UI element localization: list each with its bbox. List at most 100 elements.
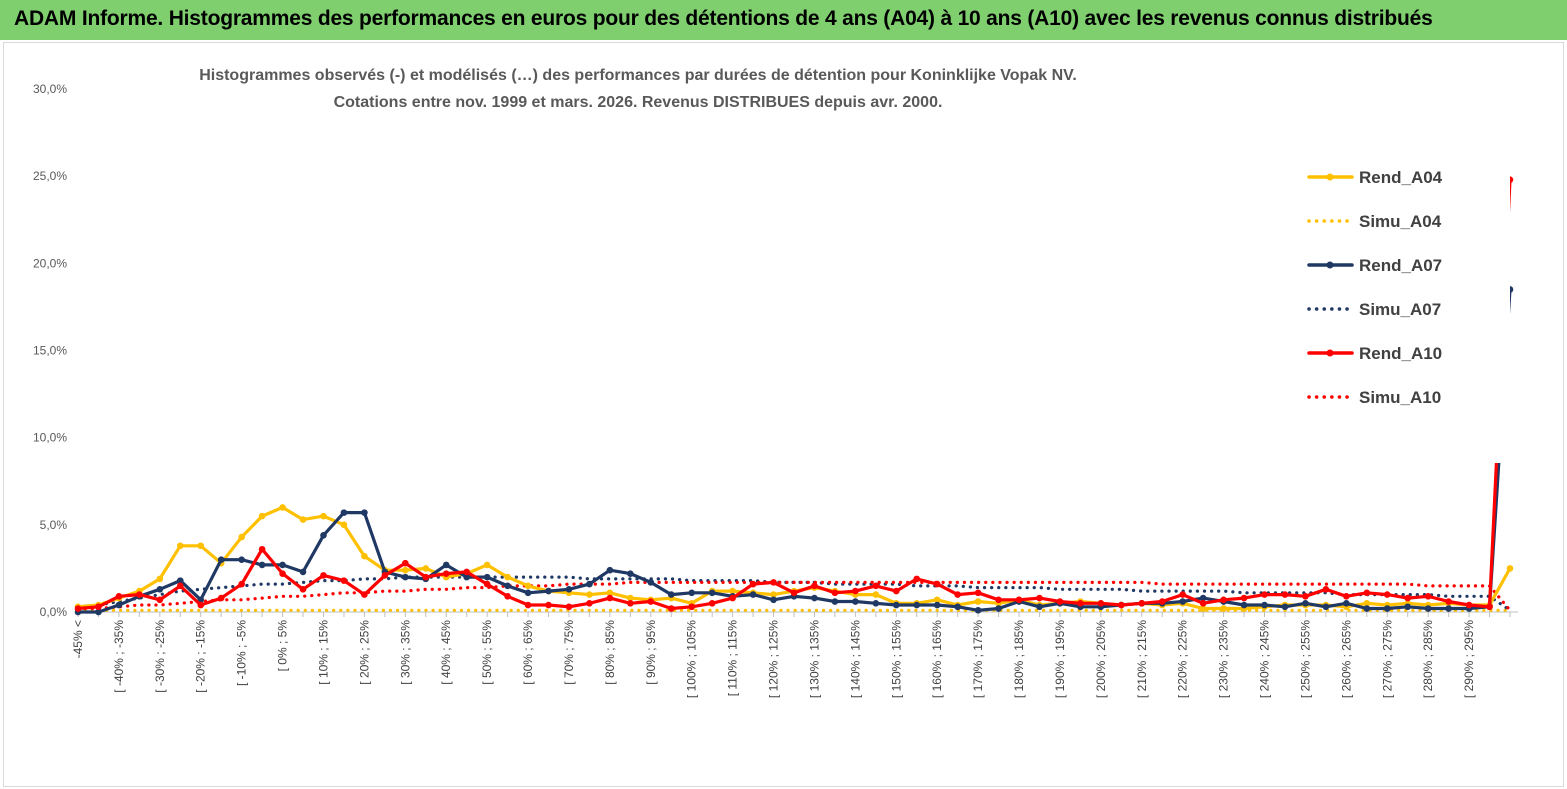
x-tick-label: [ 260% ; 265% <box>1339 620 1353 698</box>
y-tick-label: 20,0% <box>33 256 67 270</box>
legend-label-simu-a07: Simu_A07 <box>1359 300 1441 319</box>
x-tick-label: [ 240% ; 245% <box>1258 620 1272 698</box>
data-point-rend-a10 <box>586 600 593 607</box>
x-tick-label: [ 70% ; 75% <box>562 620 576 685</box>
data-point-rend-a07 <box>586 581 593 588</box>
data-point-rend-a10 <box>791 590 798 597</box>
legend-label-simu-a04: Simu_A04 <box>1359 212 1442 231</box>
x-tick-label: [ -20% ; -15% <box>194 620 208 693</box>
data-point-rend-a10 <box>668 605 675 612</box>
legend-marker-rend-a07 <box>1327 262 1334 269</box>
data-point-rend-a07 <box>1282 603 1289 610</box>
y-axis: 0,0% 5,0% 10,0% 15,0% 20,0% 25,0% 30,0% <box>33 82 67 619</box>
series-line-rend-a07 <box>78 290 1510 613</box>
data-point-rend-a04 <box>300 516 307 523</box>
data-point-rend-a10 <box>157 596 164 603</box>
x-tick-label: [ 120% ; 125% <box>767 620 781 698</box>
data-point-rend-a04 <box>157 576 164 583</box>
data-point-rend-a10 <box>443 570 450 577</box>
data-point-rend-a10 <box>1200 600 1207 607</box>
data-point-rend-a07 <box>1261 602 1268 609</box>
data-point-rend-a10 <box>873 583 880 590</box>
x-tick-label: [ 190% ; 195% <box>1053 620 1067 698</box>
data-point-rend-a10 <box>463 569 470 576</box>
chart-legend: Rend_A04 Simu_A04 Rend_A07 Simu_A07 Rend_A10… <box>1298 157 1510 463</box>
data-point-rend-a10 <box>1466 602 1473 609</box>
data-point-rend-a07 <box>975 607 982 614</box>
data-point-rend-a10 <box>975 590 982 597</box>
data-point-rend-a10 <box>259 546 266 553</box>
data-point-rend-a07 <box>995 605 1002 612</box>
legend-marker-rend-a10 <box>1327 350 1334 357</box>
legend-marker-rend-a04 <box>1327 174 1334 181</box>
data-point-rend-a10 <box>484 581 491 588</box>
y-tick-label: 15,0% <box>33 344 67 358</box>
data-point-rend-a10 <box>95 603 102 610</box>
data-point-rend-a10 <box>197 602 204 609</box>
y-tick-label: 25,0% <box>33 169 67 183</box>
data-point-rend-a07 <box>1323 603 1330 610</box>
data-point-rend-a10 <box>1486 603 1493 610</box>
data-point-rend-a10 <box>688 603 695 610</box>
data-point-rend-a04 <box>361 553 368 560</box>
data-point-rend-a10 <box>1282 591 1289 598</box>
plot-area <box>75 176 1514 615</box>
x-tick-label: [ 50% ; 55% <box>480 620 494 685</box>
x-axis: -45% < [ -40% ; -35% [ -30% ; -25% [ -20% ;… <box>71 612 1518 698</box>
data-point-rend-a07 <box>218 556 225 563</box>
data-point-rend-a07 <box>1241 602 1248 609</box>
data-point-rend-a04 <box>873 591 880 598</box>
chart-frame: 0,0% 5,0% 10,0% 15,0% 20,0% 25,0% 30,0% -45% <… <box>3 42 1564 787</box>
y-tick-label: 10,0% <box>33 431 67 445</box>
x-tick-label: [ 200% ; 205% <box>1094 620 1108 698</box>
x-tick-label: [ 230% ; 235% <box>1217 620 1231 698</box>
data-point-rend-a10 <box>1179 591 1186 598</box>
data-point-rend-a10 <box>1220 596 1227 603</box>
data-point-rend-a07 <box>300 569 307 576</box>
data-point-rend-a10 <box>361 591 368 598</box>
data-point-rend-a04 <box>177 542 184 549</box>
data-point-rend-a04 <box>484 562 491 569</box>
data-point-rend-a10 <box>1057 598 1064 605</box>
data-point-rend-a10 <box>607 595 614 602</box>
x-tick-label: [ 160% ; 165% <box>930 620 944 698</box>
data-point-rend-a07 <box>873 600 880 607</box>
data-point-rend-a10 <box>1261 591 1268 598</box>
data-point-rend-a07 <box>1179 598 1186 605</box>
data-point-rend-a07 <box>770 596 777 603</box>
data-point-rend-a10 <box>770 579 777 586</box>
data-point-rend-a07 <box>525 590 532 597</box>
chart-title: Histogrammes observés (-) et modélisés (… <box>199 67 1077 84</box>
y-tick-label: 0,0% <box>40 605 68 619</box>
data-point-rend-a07 <box>259 562 266 569</box>
data-point-rend-a10 <box>709 600 716 607</box>
data-point-rend-a10 <box>1138 600 1145 607</box>
data-point-rend-a10 <box>422 574 429 581</box>
data-point-rend-a07 <box>1425 605 1432 612</box>
x-tick-label: [ 20% ; 25% <box>357 620 371 685</box>
x-tick-label: [ 220% ; 225% <box>1176 620 1190 698</box>
data-point-rend-a10 <box>1384 591 1391 598</box>
data-point-rend-a10 <box>504 593 511 600</box>
data-point-rend-a07 <box>913 602 920 609</box>
data-point-rend-a10 <box>116 593 123 600</box>
data-point-rend-a07 <box>1302 600 1309 607</box>
y-tick-label: 5,0% <box>40 518 68 532</box>
data-point-rend-a04 <box>197 542 204 549</box>
data-point-rend-a07 <box>238 556 245 563</box>
x-tick-label: [ 80% ; 85% <box>603 620 617 685</box>
data-point-rend-a04 <box>422 565 429 572</box>
data-point-rend-a10 <box>1036 595 1043 602</box>
data-point-rend-a10 <box>852 588 859 595</box>
data-point-rend-a07 <box>566 586 573 593</box>
data-point-rend-a10 <box>954 591 961 598</box>
data-point-rend-a04 <box>238 534 245 541</box>
data-point-rend-a07 <box>1384 605 1391 612</box>
data-point-rend-a10 <box>750 581 757 588</box>
x-tick-label: [ 60% ; 65% <box>521 620 535 685</box>
data-point-rend-a07 <box>1364 605 1371 612</box>
data-point-rend-a07 <box>832 598 839 605</box>
data-point-rend-a07 <box>116 602 123 609</box>
x-tick-label: [ 0% ; 5% <box>276 620 290 672</box>
data-point-rend-a07 <box>1343 600 1350 607</box>
